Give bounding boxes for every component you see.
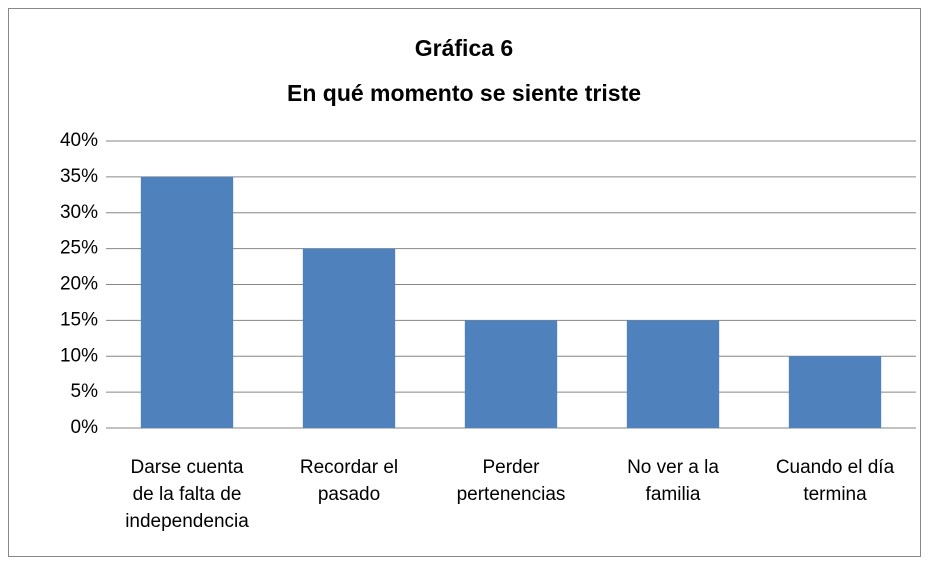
- y-tick-label: 25%: [60, 238, 98, 259]
- y-tick-label: 35%: [60, 166, 98, 187]
- bar: [626, 320, 720, 428]
- x-tick-label: No ver a la familia: [627, 457, 719, 505]
- bar: [140, 176, 234, 428]
- y-tick-label: 40%: [60, 130, 98, 151]
- chart-title: Gráfica 6: [415, 35, 513, 61]
- x-tick-label: Perder pertenencias: [456, 457, 566, 505]
- y-tick-label: 20%: [60, 274, 98, 295]
- y-tick-label: 15%: [60, 309, 98, 330]
- y-tick-label: 10%: [60, 345, 98, 366]
- x-tick-label: Cuando el día termina: [775, 457, 895, 505]
- x-tick-label: Darse cuenta de la falta de independenci…: [125, 457, 249, 532]
- y-tick-label: 0%: [71, 417, 99, 438]
- bar: [464, 320, 558, 428]
- y-tick-label: 5%: [71, 381, 99, 402]
- bar: [302, 248, 396, 428]
- x-tick-label: Recordar el pasado: [299, 457, 399, 505]
- bar: [788, 356, 882, 428]
- chart-subtitle: En qué momento se siente triste: [287, 80, 641, 106]
- y-tick-label: 30%: [60, 202, 98, 223]
